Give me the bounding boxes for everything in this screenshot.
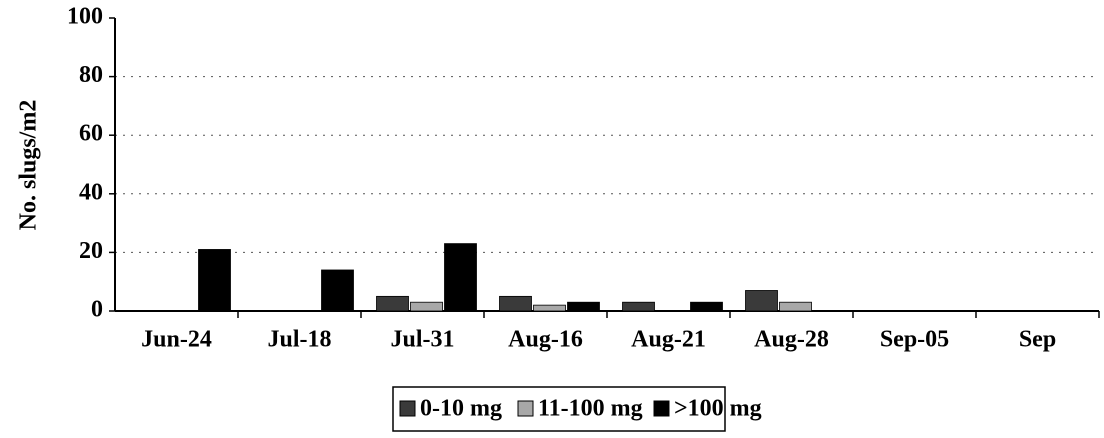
- x-tick-label: Aug-28: [754, 327, 829, 353]
- legend-swatch: [653, 400, 670, 417]
- y-tick-label: 0: [91, 297, 103, 323]
- bar: [622, 301, 655, 312]
- bar: [198, 249, 231, 312]
- bar: [499, 295, 532, 312]
- legend-label: >100 mg: [674, 396, 762, 422]
- bar: [567, 301, 600, 312]
- bar: [444, 243, 477, 312]
- bar: [690, 301, 723, 312]
- y-tick-label: 80: [79, 62, 103, 88]
- bar: [745, 290, 778, 312]
- x-tick-label: Jul-18: [267, 327, 331, 353]
- legend-label: 11-100 mg: [538, 396, 643, 422]
- x-tick-label: Aug-16: [508, 327, 583, 353]
- legend-swatch: [517, 400, 534, 417]
- y-tick-label: 100: [67, 4, 103, 30]
- x-tick-label: Jun-24: [141, 327, 212, 353]
- x-tick-label: Sep-05: [880, 327, 949, 353]
- y-tick-label: 60: [79, 121, 103, 147]
- legend-swatch: [399, 400, 416, 417]
- legend-label: 0-10 mg: [420, 396, 502, 422]
- bar: [533, 304, 566, 312]
- x-tick-label: Sep: [1019, 327, 1056, 353]
- bar: [321, 269, 354, 312]
- x-tick-label: Aug-21: [631, 327, 706, 353]
- y-tick-label: 20: [79, 238, 103, 264]
- x-tick-label: Jul-31: [390, 327, 454, 353]
- y-axis-label: No. slugs/m2: [16, 100, 42, 231]
- bar: [376, 295, 409, 312]
- legend-box: [392, 386, 726, 432]
- y-tick-label: 40: [79, 179, 103, 205]
- bar: [779, 301, 812, 312]
- bar: [410, 301, 443, 312]
